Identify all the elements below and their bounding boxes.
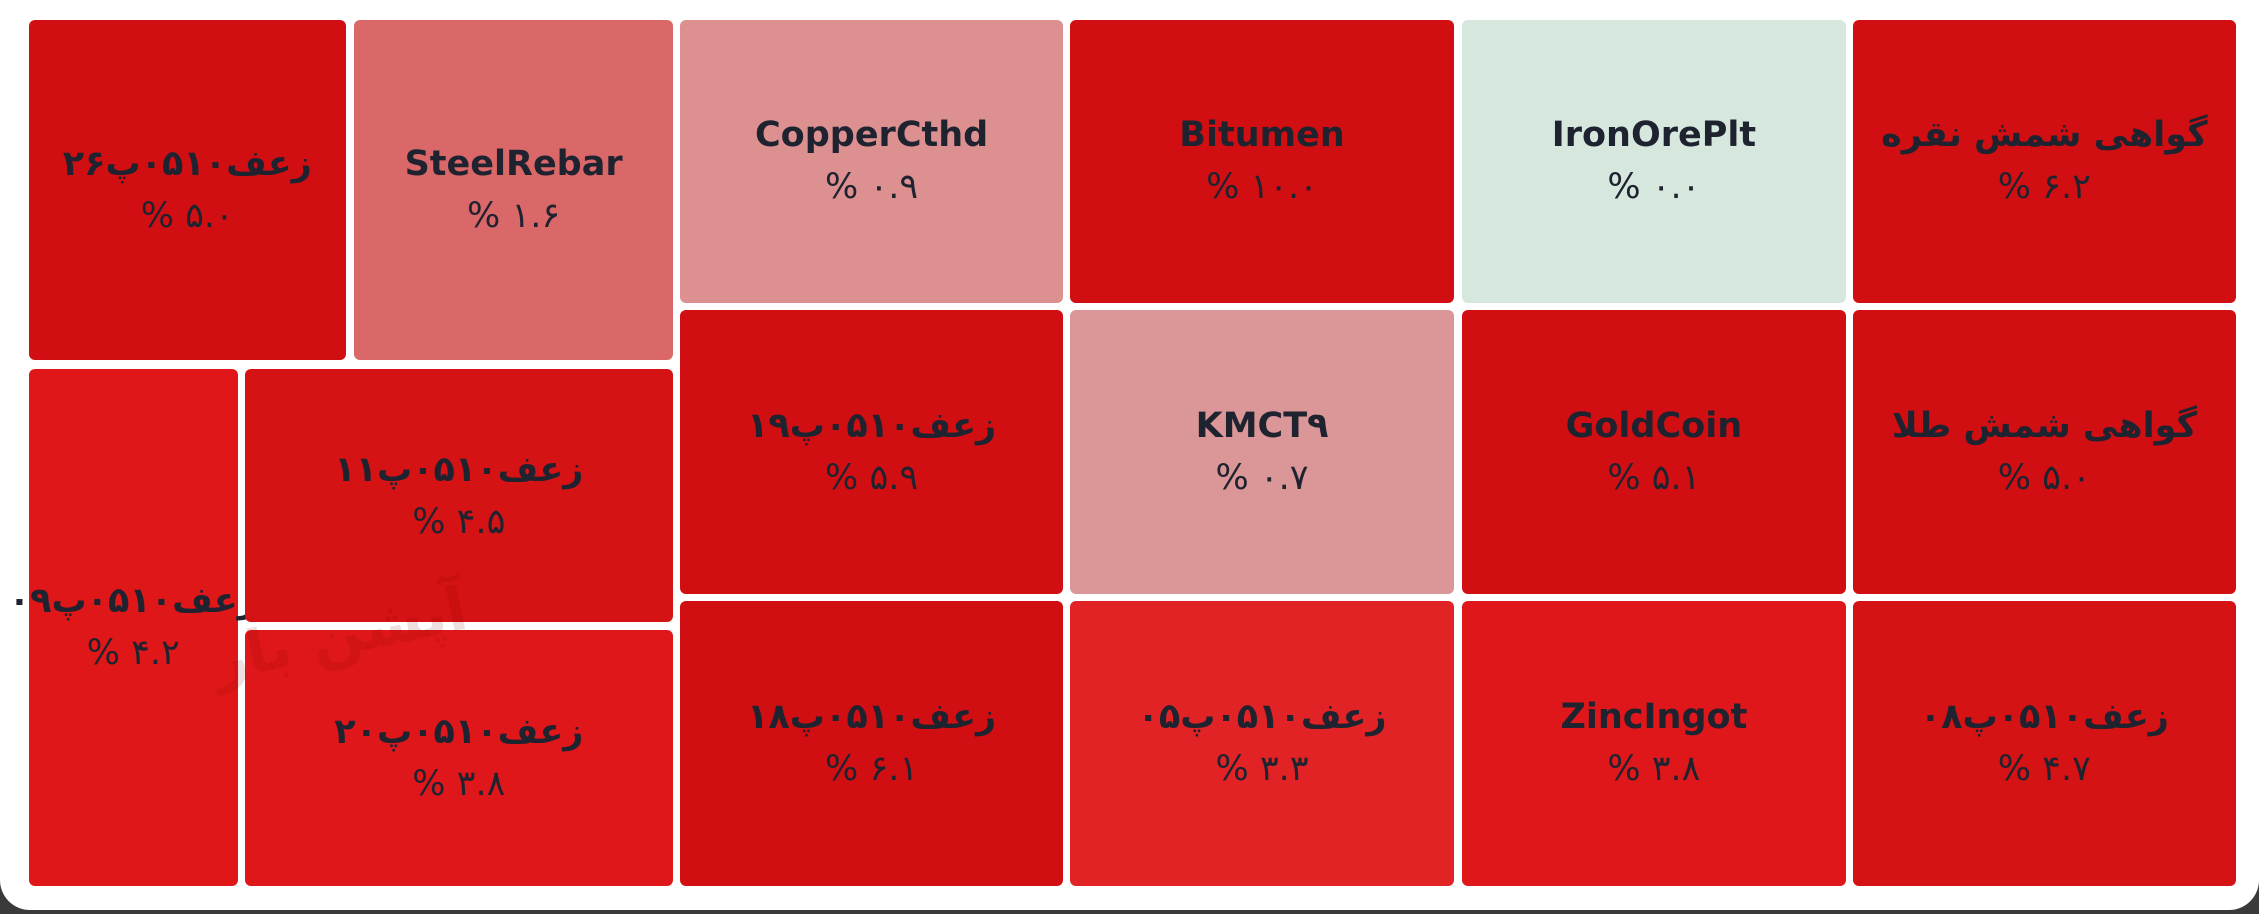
- tile[interactable]: CopperCthd ۰.۹ %: [680, 20, 1064, 303]
- tile[interactable]: IronOrePlt ۰.۰ %: [1462, 20, 1846, 303]
- tile[interactable]: Bitumen ۱۰.۰ %: [1070, 20, 1454, 303]
- tile-change: ۳.۳ %: [1215, 749, 1309, 790]
- tile-change: ۱۰.۰ %: [1206, 167, 1318, 208]
- tile-change: ۵.۱ %: [1607, 457, 1701, 498]
- tile[interactable]: ZincIngot ۳.۸ %: [1462, 600, 1846, 887]
- tile[interactable]: SteelRebar ۱.۶ %: [354, 20, 673, 361]
- tile[interactable]: گواهی شمش طلا ۵.۰ %: [1852, 309, 2236, 594]
- tile-name: SteelRebar: [404, 144, 623, 185]
- tile-change: ۳.۸ %: [1607, 749, 1701, 790]
- tile-change: ۱.۶ %: [467, 196, 561, 237]
- tile[interactable]: زعف۰۵۱۰پ۱۱ ۴.۵ %: [244, 368, 673, 623]
- tile-change: ۶.۱ %: [825, 749, 919, 790]
- tile-name: زعف۰۵۱۰پ۱۱: [334, 449, 584, 490]
- tile-name: IronOrePlt: [1551, 115, 1757, 156]
- tile-change: ۶.۲ %: [1997, 167, 2091, 208]
- tile-name: گواهی شمش طلا: [1891, 405, 2197, 446]
- tile-name: KMCT۹: [1195, 405, 1329, 446]
- tile-change: ۰.۰ %: [1607, 167, 1701, 208]
- tile-name: CopperCthd: [754, 115, 989, 156]
- tile-name: زعف۰۵۱۰پ۱۹: [747, 405, 997, 446]
- tile-name: Bitumen: [1179, 115, 1345, 156]
- tile-change: ۰.۹ %: [825, 167, 919, 208]
- tile-name: گواهی شمش نقره: [1881, 115, 2208, 156]
- tile-change: ۴.۲ %: [86, 633, 180, 674]
- tile-change: ۵.۰ %: [140, 196, 234, 237]
- tile[interactable]: گواهی شمش نقره ۶.۲ %: [1852, 20, 2236, 303]
- tile[interactable]: KMCT۹ ۰.۷ %: [1070, 309, 1454, 594]
- tile[interactable]: زعف۰۵۱۰پ۰۹ ۴.۲ %: [9, 368, 258, 887]
- tile[interactable]: زعف۰۵۱۰پ۱۸ ۶.۱ %: [680, 600, 1064, 887]
- tile-name: ZincIngot: [1560, 697, 1748, 738]
- tile-name: زعف۰۵۱۰پ۰۸: [1919, 697, 2169, 738]
- tile[interactable]: زعف۰۵۱۰پ۱۹ ۵.۹ %: [680, 309, 1064, 594]
- tile-name: زعف۰۵۱۰پ۲۰: [334, 711, 584, 752]
- tile-name: زعف۰۵۱۰پ۰۵: [1137, 697, 1387, 738]
- tile-change: ۰.۷ %: [1215, 457, 1309, 498]
- tile[interactable]: زعف۰۵۱۰پ۲۰ ۳.۸ %: [244, 629, 673, 887]
- tile-change: ۳.۸ %: [412, 763, 506, 804]
- tile-name: زعف۰۵۱۰پ۲۶: [62, 144, 312, 185]
- tile-name: GoldCoin: [1565, 405, 1743, 446]
- tile[interactable]: زعف۰۵۱۰پ۰۸ ۴.۷ %: [1852, 600, 2236, 887]
- tile[interactable]: زعف۰۵۱۰پ۰۵ ۳.۳ %: [1070, 600, 1454, 887]
- tile-change: ۵.۹ %: [825, 457, 919, 498]
- tile-name: زعف۰۵۱۰پ۱۸: [747, 697, 997, 738]
- tile-change: ۴.۵ %: [412, 501, 506, 542]
- tile[interactable]: زعف۰۵۱۰پ۲۶ ۵.۰ %: [28, 20, 346, 361]
- tile[interactable]: GoldCoin ۵.۱ %: [1462, 309, 1846, 594]
- tile-change: ۵.۰ %: [1997, 457, 2091, 498]
- tile-change: ۴.۷ %: [1997, 749, 2091, 790]
- tile-name: زعف۰۵۱۰پ۰۹: [8, 581, 258, 622]
